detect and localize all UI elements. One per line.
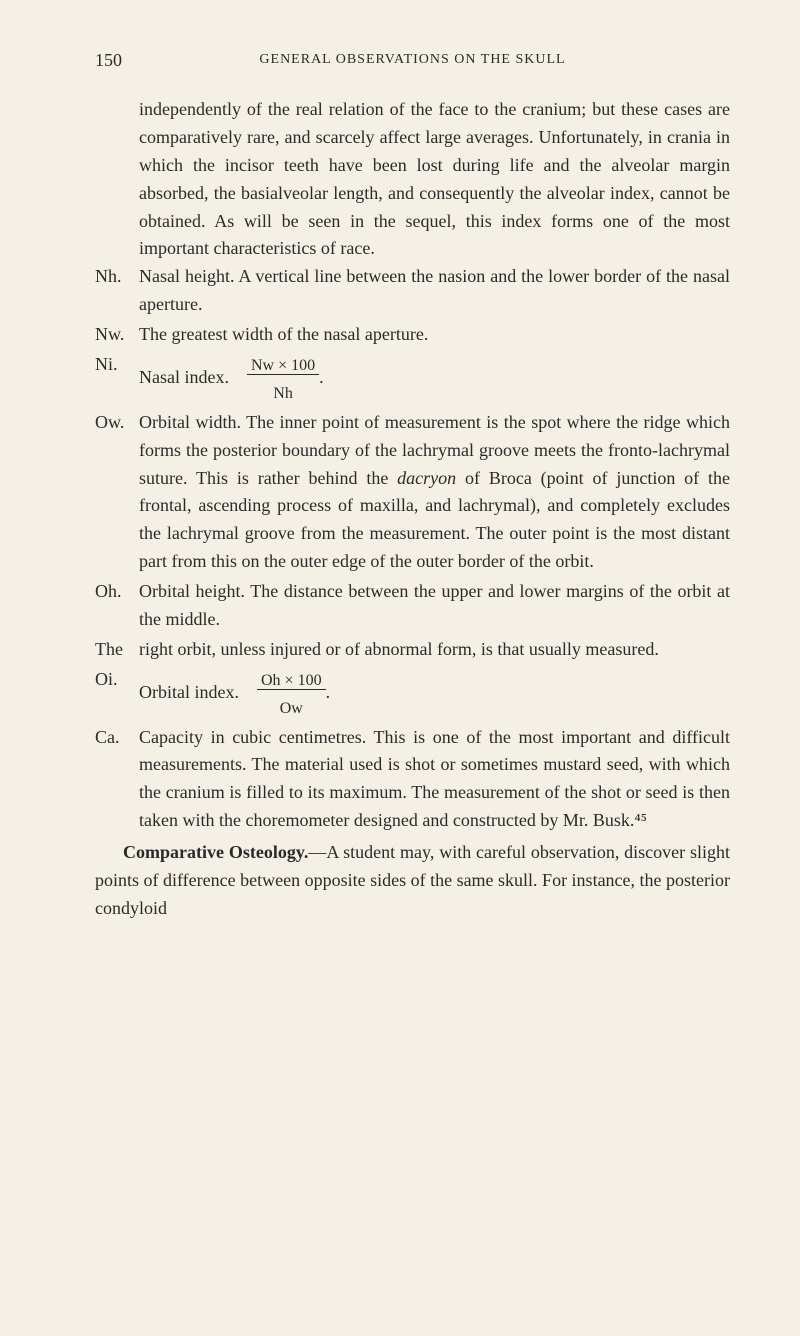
- label-oi: Oi.: [95, 666, 139, 722]
- text-the: right orbit, unless injured or of abnorm…: [139, 636, 730, 664]
- intro-paragraph: independently of the real relation of th…: [139, 96, 730, 263]
- entry-oi: Oi. Orbital index. Oh × 100 Ow .: [95, 666, 730, 722]
- main-content: independently of the real relation of th…: [95, 96, 730, 923]
- ni-formula-bottom: Nh: [273, 385, 293, 402]
- label-ni: Ni.: [95, 351, 139, 407]
- label-ca: Ca.: [95, 724, 139, 836]
- oi-formula-bottom: Ow: [280, 700, 303, 717]
- text-nh: Nasal height. A vertical line between th…: [139, 263, 730, 319]
- label-ow: Ow.: [95, 409, 139, 576]
- entry-nw: Nw. The greatest width of the nasal aper…: [95, 321, 730, 349]
- bottom-title: Comparative Osteology.: [123, 842, 308, 862]
- label-nw: Nw.: [95, 321, 139, 349]
- oi-text-before: Orbital index.: [139, 682, 239, 702]
- ni-text-before: Nasal index.: [139, 367, 229, 387]
- entry-ni: Ni. Nasal index. Nw × 100 Nh .: [95, 351, 730, 407]
- ni-formula: Nw × 100 Nh: [247, 351, 319, 407]
- entry-ow: Ow. Orbital width. The inner point of me…: [95, 409, 730, 576]
- text-ow: Orbital width. The inner point of measur…: [139, 409, 730, 576]
- entry-ca: Ca. Capacity in cubic centimetres. This …: [95, 724, 730, 836]
- text-ca: Capacity in cubic centimetres. This is o…: [139, 724, 730, 836]
- text-ni: Nasal index. Nw × 100 Nh .: [139, 351, 730, 407]
- page-number: 150: [95, 50, 122, 71]
- label-nh: Nh.: [95, 263, 139, 319]
- oi-formula-top: Oh × 100: [257, 672, 326, 690]
- text-nw: The greatest width of the nasal aperture…: [139, 321, 730, 349]
- text-oi: Orbital index. Oh × 100 Ow .: [139, 666, 730, 722]
- entry-nh: Nh. Nasal height. A vertical line betwee…: [95, 263, 730, 319]
- ni-formula-top: Nw × 100: [247, 357, 319, 375]
- entry-oh: Oh. Orbital height. The distance between…: [95, 578, 730, 634]
- text-oh: Orbital height. The distance between the…: [139, 578, 730, 634]
- ow-italic: dacryon: [397, 468, 456, 488]
- label-oh: Oh.: [95, 578, 139, 634]
- bottom-paragraph: Comparative Osteology.—A student may, wi…: [95, 839, 730, 923]
- page-header: GENERAL OBSERVATIONS ON THE SKULL: [95, 52, 730, 68]
- entry-the: The right orbit, unless injured or of ab…: [95, 636, 730, 664]
- label-the: The: [95, 636, 139, 664]
- oi-formula: Oh × 100 Ow: [257, 666, 326, 722]
